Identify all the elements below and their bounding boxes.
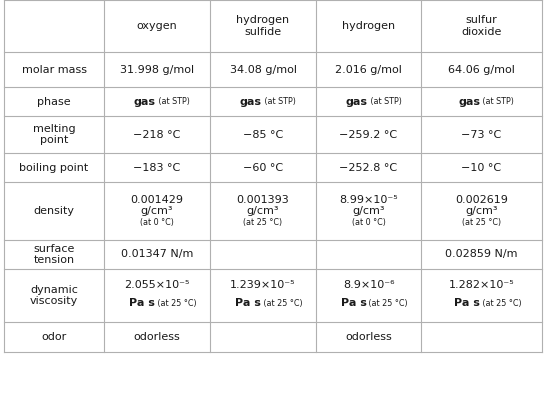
Text: gas: gas (240, 97, 262, 106)
Text: (at 25 °C): (at 25 °C) (244, 217, 283, 227)
Text: Pa s: Pa s (235, 299, 261, 309)
Text: 8.9×10⁻⁶: 8.9×10⁻⁶ (343, 281, 394, 290)
Text: 31.998 g/mol: 31.998 g/mol (120, 65, 194, 74)
Text: oxygen: oxygen (136, 21, 177, 31)
Text: 1.282×10⁻⁵: 1.282×10⁻⁵ (449, 281, 514, 290)
Text: melting
point: melting point (33, 124, 75, 145)
Text: 0.001393: 0.001393 (236, 195, 289, 205)
Text: (at 0 °C): (at 0 °C) (352, 217, 385, 227)
Text: 2.016 g/mol: 2.016 g/mol (335, 65, 402, 74)
Text: 1.239×10⁻⁵: 1.239×10⁻⁵ (230, 281, 296, 290)
Text: g/cm³: g/cm³ (352, 206, 385, 216)
Text: odorless: odorless (345, 332, 392, 342)
Text: g/cm³: g/cm³ (247, 206, 279, 216)
Text: (at STP): (at STP) (156, 97, 190, 106)
Text: phase: phase (37, 97, 71, 106)
Text: surface
tension: surface tension (33, 244, 75, 265)
Text: boiling point: boiling point (19, 162, 88, 173)
Text: g/cm³: g/cm³ (465, 206, 498, 216)
Text: density: density (33, 206, 74, 216)
Text: (at 0 °C): (at 0 °C) (140, 217, 174, 227)
Text: gas: gas (134, 97, 156, 106)
Text: (at STP): (at STP) (367, 97, 401, 106)
Text: dynamic
viscosity: dynamic viscosity (30, 285, 78, 306)
Text: (at 25 °C): (at 25 °C) (479, 299, 521, 308)
Text: odorless: odorless (134, 332, 180, 342)
Text: Pa s: Pa s (454, 299, 479, 309)
Text: (at STP): (at STP) (480, 97, 514, 106)
Text: (at 25 °C): (at 25 °C) (261, 299, 302, 308)
Text: −10 °C: −10 °C (461, 162, 502, 173)
Text: (at STP): (at STP) (262, 97, 296, 106)
Text: hydrogen
sulfide: hydrogen sulfide (236, 15, 289, 37)
Text: odor: odor (41, 332, 67, 342)
Text: 0.002619: 0.002619 (455, 195, 508, 205)
Text: molar mass: molar mass (21, 65, 86, 74)
Text: g/cm³: g/cm³ (141, 206, 173, 216)
Text: Pa s: Pa s (341, 299, 366, 309)
Text: 8.99×10⁻⁵: 8.99×10⁻⁵ (339, 195, 398, 205)
Text: 34.08 g/mol: 34.08 g/mol (229, 65, 296, 74)
Text: hydrogen: hydrogen (342, 21, 395, 31)
Text: −252.8 °C: −252.8 °C (340, 162, 397, 173)
Text: 64.06 g/mol: 64.06 g/mol (448, 65, 515, 74)
Text: gas: gas (346, 97, 367, 106)
Text: (at 25 °C): (at 25 °C) (155, 299, 197, 308)
Text: 0.001429: 0.001429 (130, 195, 183, 205)
Text: (at 25 °C): (at 25 °C) (366, 299, 408, 308)
Text: −85 °C: −85 °C (243, 130, 283, 139)
Text: −73 °C: −73 °C (461, 130, 502, 139)
Text: sulfur
dioxide: sulfur dioxide (461, 15, 502, 37)
Text: −218 °C: −218 °C (133, 130, 181, 139)
Text: −259.2 °C: −259.2 °C (340, 130, 397, 139)
Text: gas: gas (459, 97, 480, 106)
Text: −183 °C: −183 °C (133, 162, 181, 173)
Text: 2.055×10⁻⁵: 2.055×10⁻⁵ (124, 281, 189, 290)
Text: Pa s: Pa s (129, 299, 155, 309)
Text: (at 25 °C): (at 25 °C) (462, 217, 501, 227)
Text: 0.02859 N/m: 0.02859 N/m (445, 249, 518, 260)
Text: −60 °C: −60 °C (243, 162, 283, 173)
Text: 0.01347 N/m: 0.01347 N/m (121, 249, 193, 260)
